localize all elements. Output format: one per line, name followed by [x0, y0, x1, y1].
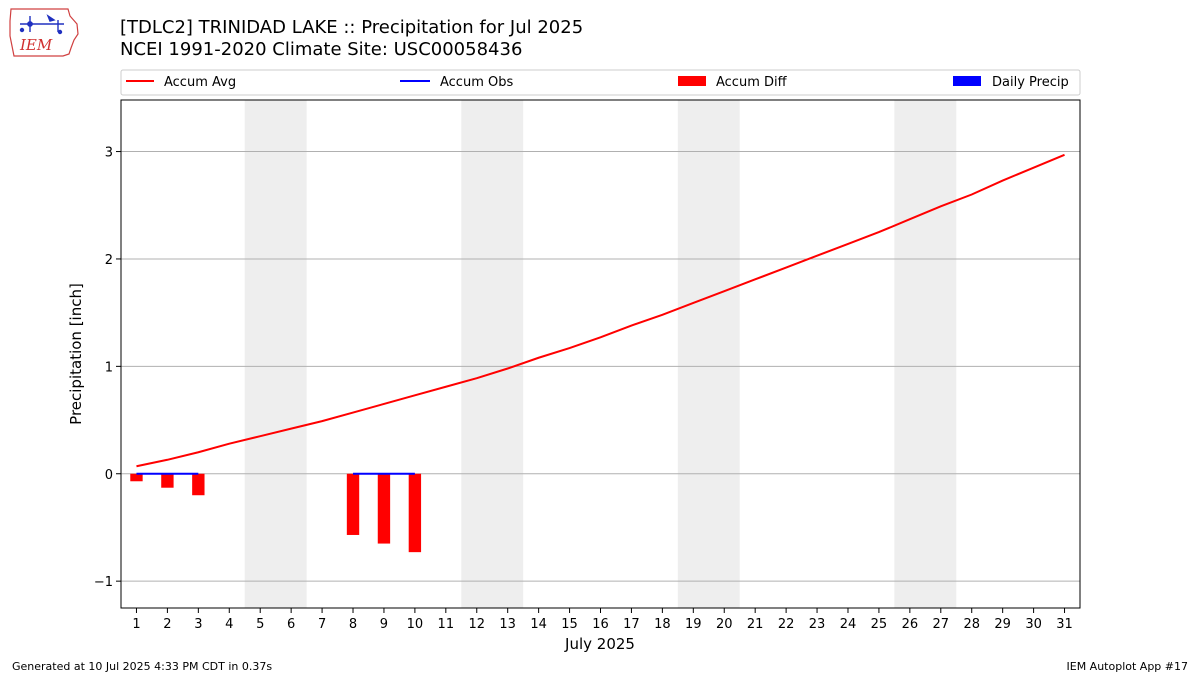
- y-tick-label: 1: [105, 360, 113, 375]
- x-tick-label: 25: [871, 617, 888, 632]
- x-tick-label: 10: [407, 617, 424, 632]
- y-tick-label: 0: [105, 468, 113, 483]
- weather-station-icon: [19, 14, 64, 35]
- legend-swatch-accum-diff: [678, 76, 706, 86]
- weekend-bands: [244, 100, 957, 608]
- bar-accum-diff: [161, 473, 174, 488]
- x-tick-label: 6: [287, 617, 295, 632]
- x-tick-label: 24: [840, 617, 857, 632]
- x-tick-label: 3: [194, 617, 202, 632]
- weekend-band: [677, 100, 740, 608]
- bar-accum-diff: [130, 473, 143, 482]
- y-axis-ticks: −1 0 1 2 3: [94, 146, 121, 590]
- x-tick-label: 23: [809, 617, 826, 632]
- line-accum-avg: [136, 153, 1065, 468]
- x-tick-label: 11: [438, 617, 455, 632]
- x-tick-label: 28: [963, 617, 980, 632]
- y-tick-label: 3: [105, 146, 113, 161]
- series-lines: [136, 153, 1065, 475]
- x-tick-label: 22: [778, 617, 795, 632]
- x-tick-label: 31: [1056, 617, 1073, 632]
- bar-accum-diff: [192, 473, 205, 496]
- weekend-band: [244, 100, 307, 608]
- iowa-outline-icon: [9, 8, 79, 57]
- x-tick-label: 14: [530, 617, 547, 632]
- legend: Accum Avg Accum Obs Accum Diff Daily Pre…: [120, 69, 1081, 96]
- legend-label-accum-obs: Accum Obs: [440, 75, 513, 90]
- x-tick-label: 5: [256, 617, 264, 632]
- x-tick-label: 13: [499, 617, 516, 632]
- y-tick-label: 2: [105, 253, 113, 268]
- x-tick-label: 18: [654, 617, 671, 632]
- x-tick-label: 8: [349, 617, 357, 632]
- chart-title: [TDLC2] TRINIDAD LAKE :: Precipitation f…: [120, 17, 584, 38]
- legend-label-accum-avg: Accum Avg: [164, 75, 236, 90]
- legend-box: [120, 69, 1081, 96]
- legend-label-accum-diff: Accum Diff: [716, 75, 788, 90]
- x-tick-label: 16: [592, 617, 609, 632]
- x-tick-label: 26: [902, 617, 919, 632]
- x-tick-label: 9: [380, 617, 388, 632]
- x-tick-label: 19: [685, 617, 702, 632]
- gridlines: [121, 151, 1080, 582]
- x-tick-label: 21: [747, 617, 764, 632]
- iem-logo: IEM: [9, 8, 79, 57]
- app-label: IEM Autoplot App #17: [1066, 660, 1189, 673]
- x-tick-label: 20: [716, 617, 733, 632]
- x-tick-label: 12: [468, 617, 485, 632]
- x-axis-label: July 2025: [564, 635, 635, 653]
- x-tick-label: 15: [561, 617, 578, 632]
- y-tick-label: −1: [94, 575, 113, 590]
- legend-label-daily-precip: Daily Precip: [992, 75, 1069, 90]
- logo-text: IEM: [19, 36, 53, 54]
- x-tick-label: 27: [933, 617, 950, 632]
- x-tick-label: 1: [132, 617, 140, 632]
- x-tick-label: 30: [1025, 617, 1042, 632]
- plot-frame: [120, 99, 1081, 609]
- x-tick-label: 17: [623, 617, 640, 632]
- x-tick-label: 7: [318, 617, 326, 632]
- bar-accum-diff: [346, 473, 360, 535]
- x-axis-ticks: 1 2 3 4 5 6 7 8 9 10 11 12 13 14 15 16 17 18 19 20 21 22 23 24 2…: [132, 608, 1073, 632]
- weekend-band: [461, 100, 524, 608]
- weekend-band: [894, 100, 957, 608]
- bar-accum-diff: [408, 473, 422, 553]
- y-axis-label: Precipitation [inch]: [67, 283, 85, 425]
- x-tick-label: 2: [163, 617, 171, 632]
- legend-swatch-daily-precip: [953, 76, 981, 86]
- bar-accum-diff: [377, 473, 391, 544]
- generated-timestamp: Generated at 10 Jul 2025 4:33 PM CDT in …: [12, 660, 273, 673]
- x-tick-label: 29: [994, 617, 1011, 632]
- chart-subtitle: NCEI 1991-2020 Climate Site: USC00058436: [120, 39, 523, 60]
- bars: [130, 473, 422, 553]
- x-tick-label: 4: [225, 617, 233, 632]
